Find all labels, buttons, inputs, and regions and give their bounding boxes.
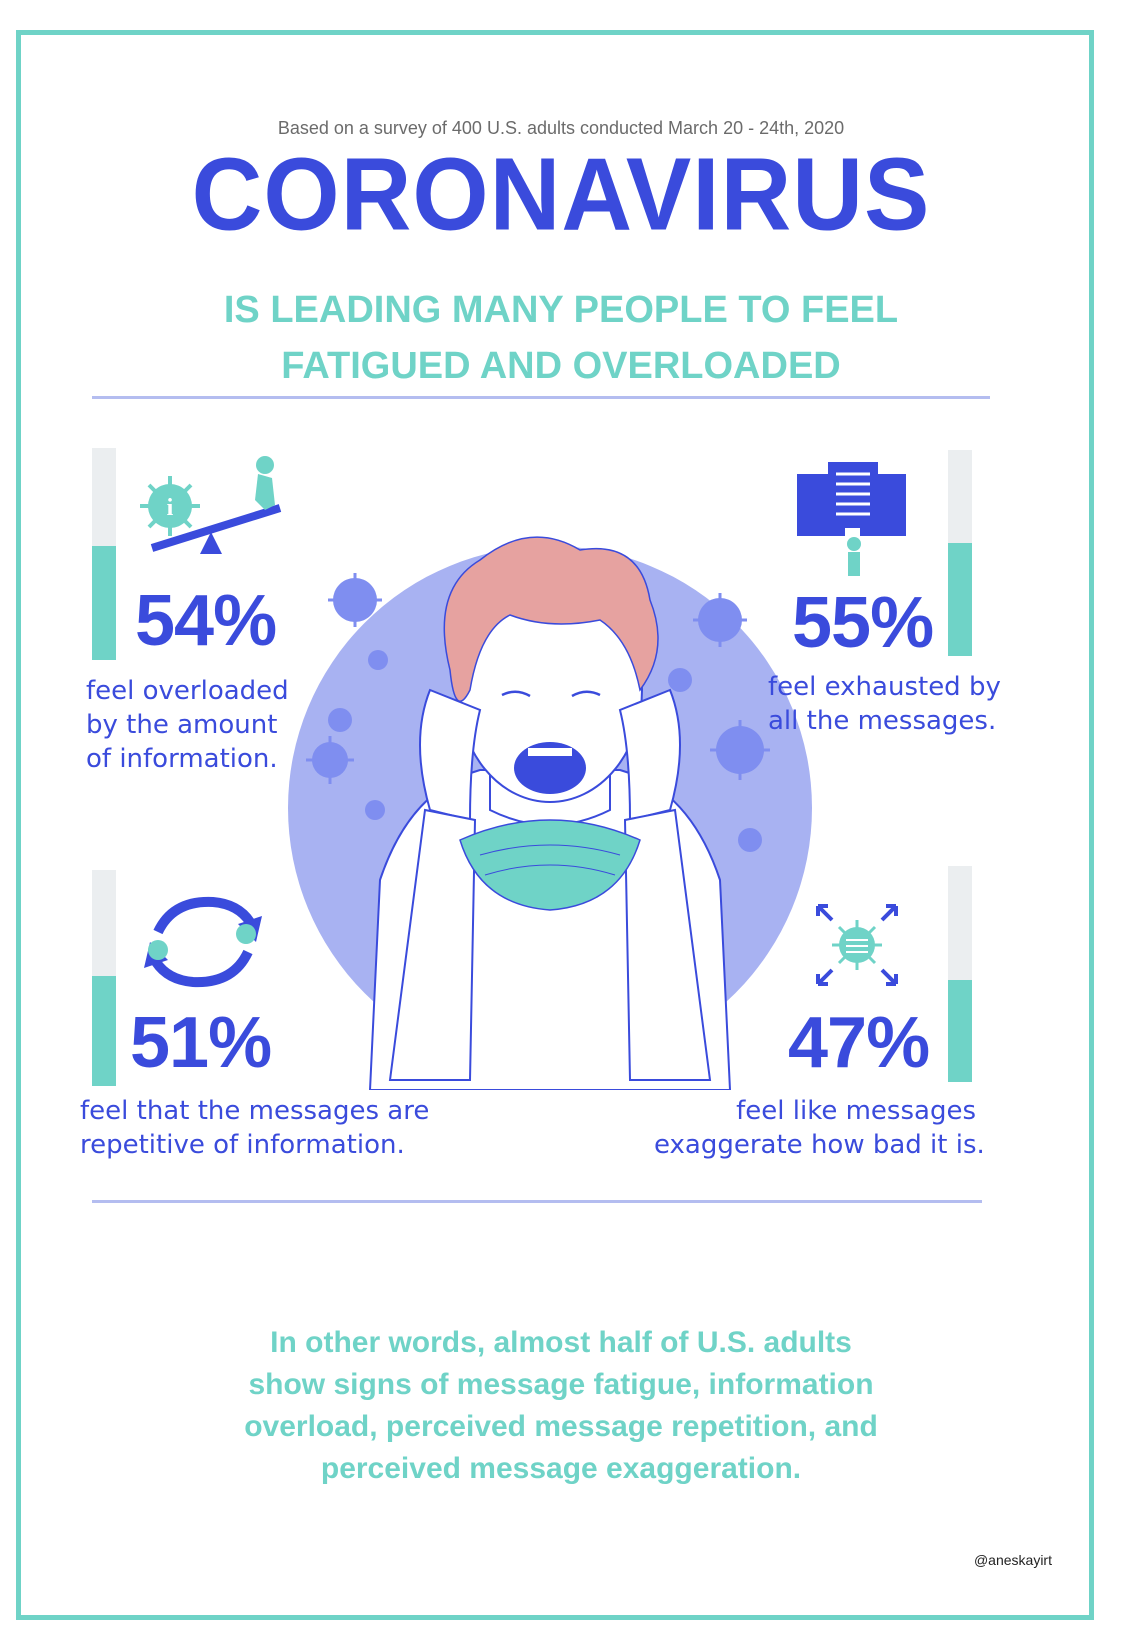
subtitle: IS LEADING MANY PEOPLE TO FEEL FATIGUED … xyxy=(0,282,1122,394)
stat-caption-overloaded: feel overloaded by the amount of informa… xyxy=(86,676,289,774)
stat-bar-exaggerate xyxy=(948,866,972,1082)
top-divider xyxy=(92,396,990,399)
virus-seesaw-icon: i xyxy=(140,456,282,554)
stat-bar-fill xyxy=(948,980,972,1082)
survey-note: Based on a survey of 400 U.S. adults con… xyxy=(277,118,845,138)
stat-percent-repetitive: 51% xyxy=(130,1003,272,1083)
stat-bar-fill xyxy=(92,545,116,660)
stat-percent-exaggerate: 47% xyxy=(788,1003,930,1083)
stat-bar-exhausted xyxy=(948,450,972,656)
closing-line-1: In other words, almost half of U.S. adul… xyxy=(270,1326,852,1359)
page-title: CORONAVIRUS xyxy=(191,136,931,252)
stat-bar-fill xyxy=(92,975,116,1086)
stat-caption-exhausted: feel exhausted by all the messages. xyxy=(768,672,1001,736)
stat-bar-overloaded xyxy=(92,448,116,660)
bottom-divider xyxy=(92,1200,982,1203)
closing-line-3: overload, perceived message repetition, … xyxy=(244,1410,878,1443)
stat-percent-exhausted: 55% xyxy=(792,583,934,663)
page-border xyxy=(16,30,1094,1620)
stat-caption-repetitive: feel that the messages are repetitive of… xyxy=(80,1096,430,1160)
stressed-person-illustration xyxy=(288,536,812,1090)
repeat-arrows-virus-icon xyxy=(144,896,262,988)
closing-line-2: show signs of message fatigue, informati… xyxy=(248,1368,874,1401)
closing-line-4: perceived message exaggeration. xyxy=(320,1452,802,1485)
stat-bar-fill xyxy=(948,542,972,656)
stat-percent-overloaded: 54% xyxy=(135,581,277,661)
closing-statement: In other words, almost half of U.S. adul… xyxy=(0,1322,1122,1490)
expanding-virus-icon xyxy=(816,904,898,986)
svg-text:i: i xyxy=(167,495,174,521)
subtitle-line-2: FATIGUED AND OVERLOADED xyxy=(281,345,841,387)
documents-person-icon xyxy=(797,462,906,576)
subtitle-line-1: IS LEADING MANY PEOPLE TO FEEL xyxy=(223,289,899,331)
author-credit: @aneskayirt xyxy=(973,1552,1052,1568)
stat-bar-repetitive xyxy=(92,870,116,1086)
stat-caption-exaggerate: feel like messages exaggerate how bad it… xyxy=(654,1096,985,1160)
